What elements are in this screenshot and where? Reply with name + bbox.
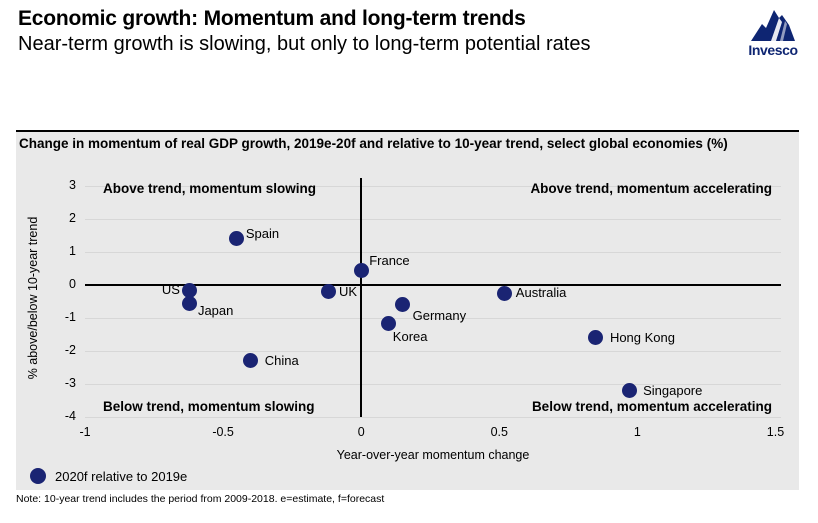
quadrant-label-bottom-left: Below trend, momentum slowing — [103, 399, 315, 414]
legend-label: 2020f relative to 2019e — [55, 468, 188, 484]
y-tick-label: -2 — [64, 343, 76, 358]
gridline — [85, 185, 781, 187]
gridline — [85, 251, 781, 253]
data-point-label: Germany — [412, 307, 467, 323]
y-tick-label: -3 — [64, 376, 76, 391]
chart-panel: Change in momentum of real GDP growth, 2… — [16, 130, 799, 490]
invesco-logo: Invesco — [742, 8, 804, 58]
data-point-label: Singapore — [643, 382, 703, 398]
data-point-label: UK — [339, 283, 358, 299]
data-point-label: Australia — [515, 285, 567, 301]
x-tick-label: 0 — [357, 425, 365, 439]
data-point — [497, 285, 513, 301]
gridline — [85, 416, 781, 418]
x-tick-label: -0.5 — [212, 425, 234, 439]
data-point — [229, 231, 245, 247]
page-subtitle: Near-term growth is slowing, but only to… — [18, 33, 591, 55]
legend-marker-icon — [30, 468, 46, 484]
y-tick-label: 2 — [69, 211, 76, 226]
data-point — [182, 295, 198, 311]
mountain-icon — [751, 10, 795, 41]
legend: 2020f relative to 2019e — [30, 468, 187, 484]
data-point — [395, 297, 411, 313]
gridline — [85, 350, 781, 352]
logo-wordmark: Invesco — [748, 42, 798, 58]
chart-title: Change in momentum of real GDP growth, 2… — [19, 136, 728, 151]
data-point-label: Hong Kong — [609, 329, 675, 345]
data-point-label: Japan — [197, 303, 234, 319]
data-point — [353, 262, 369, 278]
data-point — [243, 353, 259, 369]
data-point-label: US — [161, 282, 180, 298]
data-point — [320, 284, 336, 300]
gridline — [85, 218, 781, 220]
x-tick-label: 1 — [633, 425, 641, 439]
x-axis-title: Year-over-year momentum change — [336, 448, 530, 462]
data-point — [588, 330, 604, 346]
quadrant-label-top-right: Above trend, momentum accelerating — [530, 181, 772, 196]
data-point — [381, 315, 397, 331]
y-tick-label: -4 — [64, 409, 76, 423]
x-axis-zero-line — [85, 284, 781, 286]
plot-area: Above trend, momentum slowing Above tren… — [65, 178, 784, 439]
data-point-label: Spain — [245, 225, 280, 241]
data-point-label: China — [264, 352, 299, 368]
y-tick-label: 1 — [69, 244, 76, 259]
y-axis-title: % above/below 10-year trend — [26, 216, 40, 380]
page-title: Economic growth: Momentum and long-term … — [18, 7, 526, 30]
y-axis-zero-line — [360, 178, 362, 417]
data-point-label: France — [369, 253, 410, 269]
data-point — [621, 383, 637, 399]
quadrant-label-top-left: Above trend, momentum slowing — [103, 181, 317, 196]
footnote: Note: 10-year trend includes the period … — [16, 493, 385, 505]
y-tick-label: 0 — [69, 277, 76, 292]
x-tick-label: 0.5 — [490, 425, 508, 439]
y-tick-label: -1 — [64, 310, 76, 325]
gridline — [85, 383, 781, 385]
x-tick-label: 1.5 — [766, 425, 785, 439]
quadrant-label-bottom-right: Below trend, momentum accelerating — [531, 399, 772, 414]
gridline — [85, 317, 781, 319]
y-tick-label: 3 — [69, 178, 76, 193]
data-point-label: Korea — [392, 329, 428, 345]
data-point — [182, 282, 198, 298]
x-tick-label: -1 — [79, 425, 91, 439]
